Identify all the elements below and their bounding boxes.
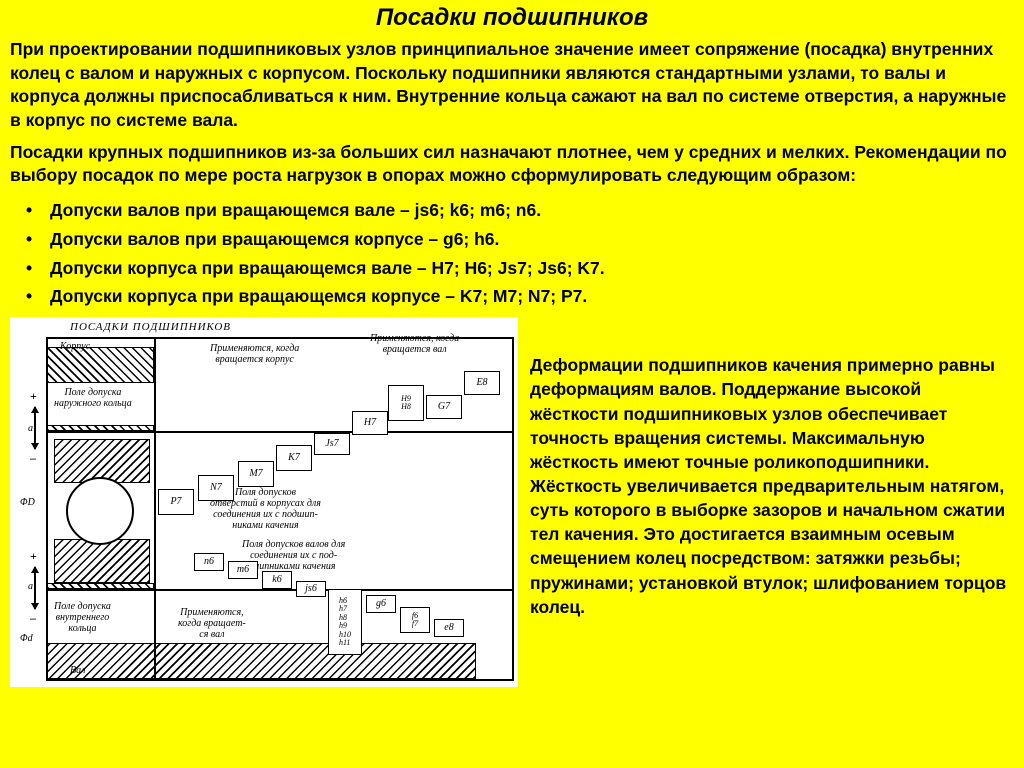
tolerance-box: P7: [158, 489, 194, 515]
right-paragraph: Деформации подшипников качения примерно …: [530, 317, 1014, 687]
slide-title: Посадки подшипников: [10, 4, 1014, 32]
note-rot-housing: Применяются, когда вращается корпус: [210, 343, 299, 365]
lower-ref-line: [46, 589, 512, 591]
note-rot-shaft2: Применяются, когда вращает- ся вал: [178, 607, 246, 640]
phi-D: ΦD: [20, 497, 35, 508]
plus-lower: +: [30, 549, 37, 564]
inner-ring-section: [54, 539, 150, 583]
hatched-housing: [46, 347, 154, 383]
note-rot-shaft: Применяются, когда вращается вал: [370, 333, 459, 355]
tolerance-box: H7: [352, 411, 388, 435]
label-inner-ring: Поле допуска внутреннего кольца: [54, 601, 111, 634]
label-shaft: Вал: [70, 665, 85, 676]
tolerance-box: G7: [426, 395, 462, 419]
tolerance-list: Допуски валов при вращающемся вале – js6…: [10, 196, 1014, 312]
tolerance-box: n6: [194, 553, 224, 571]
diagram-border-left: [46, 337, 48, 681]
minus-lower: –: [30, 611, 36, 626]
tolerance-box: Js7: [314, 433, 350, 455]
arrow-upper: [34, 407, 36, 449]
tolerance-box: h6h7h8h9h10h11: [328, 589, 362, 655]
sym-a: a: [28, 423, 33, 434]
lower-row: ПОСАДКИ ПОДШИПНИКОВ + – a: [10, 317, 1014, 687]
tolerance-box: E8: [464, 371, 500, 395]
ball-element: [66, 477, 134, 545]
upper-ref-line: [46, 431, 512, 433]
bottom-border: [46, 679, 512, 681]
list-item: Допуски корпуса при вращающемся корпусе …: [32, 282, 1014, 311]
tolerance-box: k6: [262, 571, 292, 589]
tolerance-box: M7: [238, 461, 274, 487]
phi-d: Φd: [20, 633, 33, 644]
tolerance-box: m6: [228, 561, 258, 579]
list-item: Допуски валов при вращающемся вале – js6…: [32, 196, 1014, 225]
diagram-border-mid: [154, 337, 156, 681]
tolerance-box: N7: [198, 475, 234, 501]
arrow-lower: [34, 567, 36, 609]
tolerance-box: f6f7: [400, 607, 430, 633]
label-outer-ring: Поле допуска наружного кольца: [54, 387, 132, 409]
sym-a2: a: [28, 581, 33, 592]
diagram-title: ПОСАДКИ ПОДШИПНИКОВ: [70, 321, 231, 333]
intro-paragraph-2: Посадки крупных подшипников из-за больши…: [10, 141, 1014, 188]
list-item: Допуски корпуса при вращающемся вале – H…: [32, 254, 1014, 283]
engineering-diagram: ПОСАДКИ ПОДШИПНИКОВ + – a: [10, 317, 518, 687]
tolerance-box: K7: [276, 445, 312, 471]
tolerance-box: g6: [366, 595, 396, 613]
label-corpus: Корпус: [60, 341, 90, 352]
tolerance-box: H9H8: [388, 385, 424, 421]
list-item: Допуски валов при вращающемся корпусе – …: [32, 225, 1014, 254]
minus-upper: –: [30, 451, 36, 466]
plus-upper: +: [30, 389, 37, 404]
diagram-border-right: [512, 337, 514, 681]
tolerance-box: js6: [296, 581, 326, 597]
tolerance-box: e8: [434, 619, 464, 637]
intro-paragraph-1: При проектировании подшипниковых узлов п…: [10, 38, 1014, 133]
hatched-shaft: [46, 643, 476, 679]
slide-container: Посадки подшипников При проектировании п…: [0, 0, 1024, 768]
